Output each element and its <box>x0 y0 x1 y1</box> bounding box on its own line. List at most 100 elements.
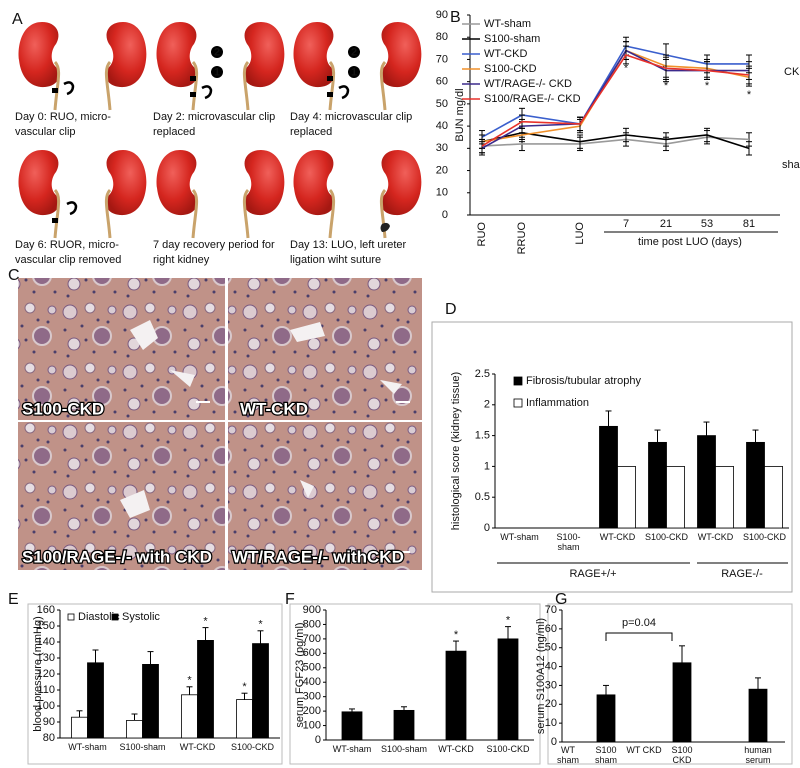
step-caption: Day 2: microvascular clip replaced <box>153 111 276 138</box>
comparison-label: p=0.04 <box>622 617 656 629</box>
y-tick-label: 900 <box>303 604 321 616</box>
legend-label: S100-CKD <box>484 63 537 75</box>
significance-mark: * <box>242 681 247 693</box>
clip <box>190 76 196 81</box>
micrograph-label: S100-CKD <box>22 399 104 418</box>
legend-label: WT-sham <box>484 18 531 30</box>
panel-frame <box>27 603 283 765</box>
y-tick-label: 100 <box>303 719 321 731</box>
bar <box>181 694 198 739</box>
x-tick-label-box: WT CKD <box>626 745 661 755</box>
x-tick-label-box: S100-CKD <box>486 744 529 754</box>
y-tick-label: 1 <box>484 460 490 472</box>
y-axis-label: serum FGF23 (pg/ml) <box>294 622 306 727</box>
x-tick-label-box: S100-CKD <box>645 532 688 542</box>
kidney-diagram: 21 <box>155 20 286 112</box>
y-axis-label: blood pressure (mmHg) <box>32 616 44 732</box>
bar <box>236 699 253 739</box>
step-marker <box>348 46 360 58</box>
x-tick-label-box: S100 CKD <box>671 745 692 765</box>
bar <box>748 688 768 743</box>
clip <box>201 85 213 100</box>
legend-swatch <box>67 613 75 621</box>
kidney-diagram <box>17 148 148 240</box>
y-tick-label: 60 <box>545 623 557 635</box>
x-tick-label-box: WT-CKD <box>180 742 216 752</box>
x-axis-label: time post LUO (days) <box>638 236 742 248</box>
significance-mark: * <box>454 629 459 641</box>
micrograph <box>18 278 225 420</box>
x-tick-label: WT-sham <box>500 532 539 542</box>
y-tick-label: 2.5 <box>475 368 490 380</box>
kidney-diagram <box>292 148 423 240</box>
x-tick-label-box: WT-CKD <box>438 744 474 754</box>
bar <box>746 441 765 529</box>
legend-swatch <box>111 613 119 621</box>
bar <box>341 711 363 741</box>
step-caption-box: Day 2: microvascular clip replaced <box>153 111 276 138</box>
x-tick-label-box: S100-CKD <box>743 532 786 542</box>
y-tick-label: 30 <box>545 679 557 691</box>
step-caption: Day 0: RUO, micro-vascular clip <box>15 111 111 138</box>
y-tick-label: 400 <box>303 676 321 688</box>
x-tick-label: WT-CKD <box>599 532 636 542</box>
x-tick-label: 7 <box>623 218 629 230</box>
y-tick-label: 50 <box>436 98 448 110</box>
bar <box>715 465 734 529</box>
x-tick-label: S100 sham <box>594 745 617 766</box>
panel-label: G <box>555 591 567 608</box>
x-tick-label: WT-sham <box>332 744 372 754</box>
x-tick-label: WT-sham <box>68 742 107 752</box>
x-tick-label: S100-sham <box>556 532 581 553</box>
x-tick-label: 21 <box>660 218 672 230</box>
step-caption-box: Day 4: microvascular clip replaced <box>290 111 412 138</box>
bar <box>672 662 692 743</box>
x-tick-label-box: S100-CKD <box>231 742 274 752</box>
bar <box>252 643 269 739</box>
y-tick-label: 160 <box>37 604 55 616</box>
y-tick-label: 0 <box>484 522 490 534</box>
kidneys <box>292 148 423 240</box>
y-tick-label: 20 <box>436 164 448 176</box>
panel-label: E <box>8 591 19 608</box>
y-tick-label: 600 <box>303 647 321 659</box>
y-tick-label: 30 <box>436 142 448 154</box>
bar <box>697 435 716 529</box>
kidney-diagram: 21 <box>292 20 423 112</box>
bar <box>648 441 667 529</box>
clip <box>52 218 58 223</box>
x-tick-label-box: S100-sham <box>556 532 581 553</box>
legend-label: Systolic <box>122 611 160 623</box>
y-tick-label: 0 <box>551 736 557 748</box>
step-marker-label: 1 <box>214 66 220 78</box>
bar <box>599 425 618 529</box>
panel-frame <box>547 603 793 765</box>
step-marker <box>211 46 223 58</box>
legend-label: Fibrosis/tubular atrophy <box>526 375 641 387</box>
y-tick-label: 0 <box>442 209 448 221</box>
bar <box>497 638 519 741</box>
x-tick-label: LUO <box>574 222 586 245</box>
x-tick-label-box: S100-sham <box>381 744 427 754</box>
x-tick-label-box: WT-CKD <box>599 532 636 542</box>
clip <box>327 76 333 81</box>
group-label: sham <box>782 159 800 171</box>
legend-swatch <box>513 398 523 408</box>
x-tick-label-box: human serum <box>744 745 772 765</box>
legend-swatch <box>513 376 523 386</box>
significance-mark: * <box>258 619 263 631</box>
step-marker-label: 2 <box>351 46 357 58</box>
y-tick-label: 90 <box>43 716 55 728</box>
y-tick-label: 80 <box>436 31 448 43</box>
y-tick-label: 120 <box>37 668 55 680</box>
y-tick-label: 2 <box>484 399 490 411</box>
clip <box>190 92 196 97</box>
y-tick-label: 100 <box>37 700 55 712</box>
clip <box>66 201 78 216</box>
significance-mark: * <box>187 675 192 687</box>
micrograph-label: S100/RAGE-/- with CKD <box>22 547 212 566</box>
kidney-diagram <box>17 20 148 112</box>
legend-label: S100-sham <box>484 33 540 45</box>
group-label: RAGE-/- <box>721 568 763 580</box>
panel-label: D <box>445 301 457 318</box>
